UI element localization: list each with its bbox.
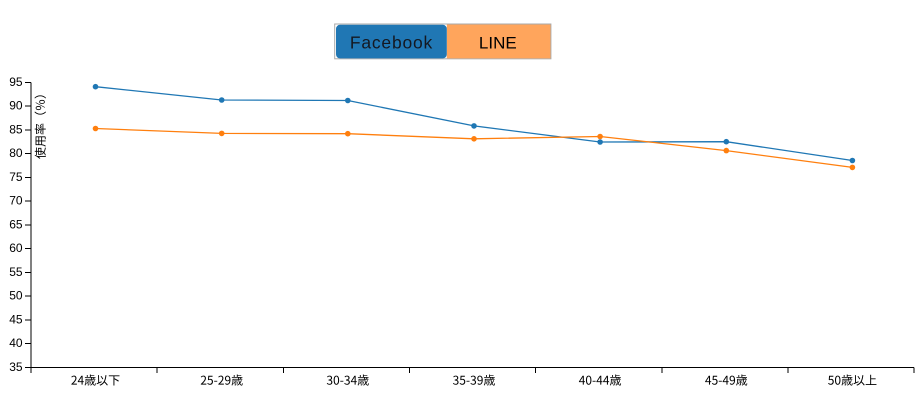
svg-text:40: 40 [9,336,23,350]
svg-text:50: 50 [9,289,23,303]
svg-text:LINE: LINE [479,33,517,52]
svg-text:85: 85 [9,122,23,136]
svg-text:65: 65 [9,217,23,231]
svg-text:45: 45 [9,312,23,326]
svg-text:60: 60 [9,241,23,255]
svg-text:35: 35 [9,360,23,374]
svg-text:90: 90 [9,99,23,113]
svg-text:55: 55 [9,265,23,279]
svg-text:70: 70 [9,194,23,208]
svg-text:95: 95 [9,75,23,89]
svg-text:80: 80 [9,146,23,160]
svg-text:Facebook: Facebook [350,33,433,53]
svg-text:75: 75 [9,170,23,184]
